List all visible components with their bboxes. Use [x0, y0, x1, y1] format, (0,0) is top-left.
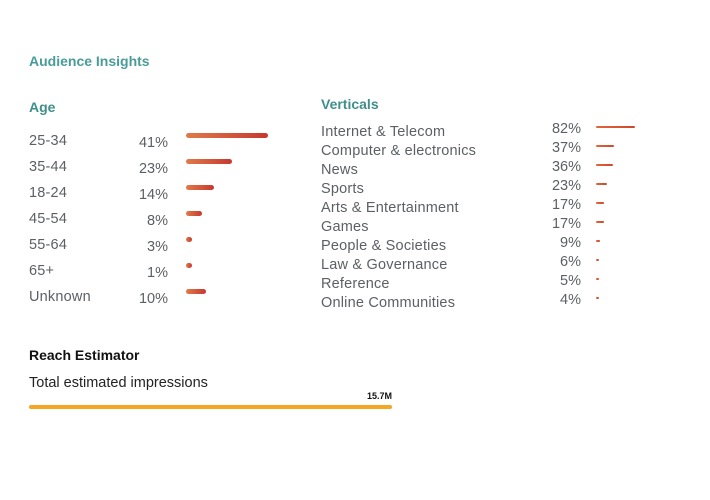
age-row-percent: 1% — [147, 265, 168, 281]
age-row-label: Unknown — [29, 289, 91, 305]
age-row: 45-54 8% — [29, 211, 289, 229]
vertical-row-percent: 23% — [551, 178, 581, 194]
age-row-label: 25-34 — [29, 133, 68, 149]
vertical-row-bar — [596, 202, 604, 204]
age-row-bar — [186, 159, 232, 164]
vertical-row: Games 17% — [321, 216, 651, 237]
vertical-row-percent: 82% — [551, 121, 581, 137]
age-row-percent: 41% — [138, 135, 168, 151]
age-row: 35-44 23% — [29, 159, 289, 177]
age-row: 18-24 14% — [29, 185, 289, 203]
vertical-row-bar — [596, 259, 599, 261]
vertical-row: Online Communities 4% — [321, 292, 651, 313]
reach-label: Total estimated impressions — [29, 375, 208, 391]
vertical-row-percent: 5% — [560, 273, 581, 289]
age-row-percent: 8% — [147, 213, 168, 229]
vertical-row-label: People & Societies — [321, 238, 447, 254]
age-row-bar — [186, 211, 202, 216]
vertical-row: People & Societies 9% — [321, 235, 651, 256]
vertical-row-percent: 4% — [560, 292, 581, 308]
vertical-row-label: News — [321, 162, 359, 178]
age-row-label: 35-44 — [29, 159, 68, 175]
age-heading: Age — [29, 99, 56, 115]
age-row: Unknown 10% — [29, 289, 289, 307]
vertical-row: Internet & Telecom 82% — [321, 121, 651, 142]
age-row-label: 18-24 — [29, 185, 68, 201]
vertical-row-label: Law & Governance — [321, 257, 448, 273]
age-row-percent: 23% — [138, 161, 168, 177]
vertical-row-bar — [596, 278, 599, 280]
reach-estimator-heading: Reach Estimator — [29, 347, 140, 363]
age-row-percent: 3% — [147, 239, 168, 255]
vertical-row-bar — [596, 240, 600, 242]
vertical-row: Sports 23% — [321, 178, 651, 199]
reach-progress-fill — [29, 405, 392, 409]
vertical-row-label: Online Communities — [321, 295, 456, 311]
age-row: 25-34 41% — [29, 133, 289, 151]
vertical-row-percent: 37% — [551, 140, 581, 156]
age-row-bar — [186, 237, 192, 242]
age-row-bar — [186, 133, 268, 138]
vertical-row-bar — [596, 221, 604, 223]
vertical-row-percent: 6% — [560, 254, 581, 270]
age-row-bar — [186, 289, 206, 294]
reach-progress-track — [29, 405, 392, 409]
vertical-row-label: Reference — [321, 276, 390, 292]
vertical-row-bar — [596, 164, 613, 166]
vertical-row-percent: 9% — [560, 235, 581, 251]
vertical-row-bar — [596, 183, 607, 185]
vertical-row-label: Internet & Telecom — [321, 124, 446, 140]
vertical-row-label: Arts & Entertainment — [321, 200, 459, 216]
age-row-bar — [186, 263, 192, 268]
vertical-row-label: Sports — [321, 181, 365, 197]
vertical-row-bar — [596, 297, 599, 299]
vertical-row-percent: 36% — [551, 159, 581, 175]
age-row-percent: 14% — [138, 187, 168, 203]
vertical-row: Reference 5% — [321, 273, 651, 294]
vertical-row-percent: 17% — [551, 216, 581, 232]
age-row-label: 65+ — [29, 263, 55, 279]
age-row-bar — [186, 185, 214, 190]
vertical-row-label: Games — [321, 219, 369, 235]
vertical-row: Law & Governance 6% — [321, 254, 651, 275]
age-row-label: 45-54 — [29, 211, 68, 227]
vertical-row-label: Computer & electronics — [321, 143, 477, 159]
age-row: 65+ 1% — [29, 263, 289, 281]
vertical-row-bar — [596, 126, 635, 128]
age-row-percent: 10% — [138, 291, 168, 307]
vertical-row: News 36% — [321, 159, 651, 180]
vertical-row-bar — [596, 145, 614, 147]
vertical-row: Arts & Entertainment 17% — [321, 197, 651, 218]
reach-value: 15.7M — [366, 391, 392, 401]
age-row-label: 55-64 — [29, 237, 68, 253]
age-row: 55-64 3% — [29, 237, 289, 255]
verticals-heading: Verticals — [321, 96, 379, 112]
page-title: Audience Insights — [29, 53, 150, 69]
vertical-row: Computer & electronics 37% — [321, 140, 651, 161]
vertical-row-percent: 17% — [551, 197, 581, 213]
